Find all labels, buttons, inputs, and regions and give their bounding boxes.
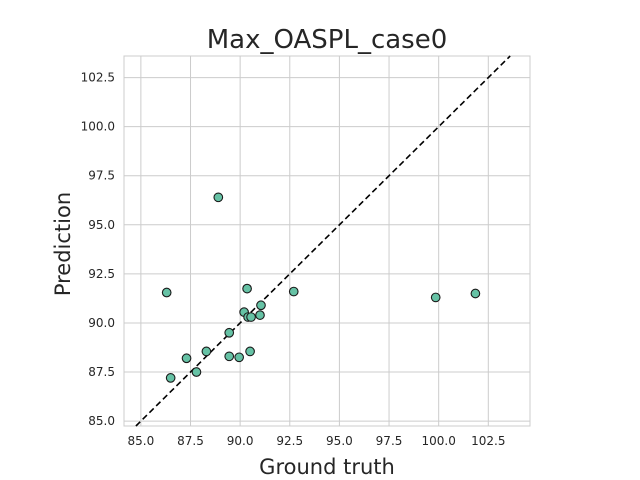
- identity-reference-line: [135, 55, 511, 427]
- data-point: [224, 351, 235, 362]
- y-tick-label: 102.5: [81, 71, 115, 85]
- data-point: [245, 346, 255, 357]
- data-point: [181, 353, 192, 364]
- y-tick-label: 92.5: [88, 267, 115, 281]
- x-tick-labels: 85.0 87.5 90.0 92.5 95.0 97.5 100.0 102.5: [128, 434, 506, 448]
- data-point: [165, 373, 176, 383]
- y-tick-label: 87.5: [88, 365, 115, 379]
- x-tick-label: 100.0: [421, 434, 455, 448]
- x-tick-label: 102.5: [471, 434, 505, 448]
- y-tick-label: 90.0: [88, 316, 115, 330]
- x-tick-label: 85.0: [128, 434, 155, 448]
- data-point: [224, 327, 235, 338]
- plot-area: [123, 55, 531, 427]
- grid-lines: [124, 56, 530, 426]
- x-tick-label: 95.0: [326, 434, 353, 448]
- data-point: [288, 286, 299, 297]
- data-point: [470, 288, 481, 299]
- y-tick-label: 97.5: [88, 169, 115, 183]
- x-tick-label: 87.5: [177, 434, 204, 448]
- y-tick-label: 95.0: [88, 218, 115, 232]
- x-tick-label: 97.5: [376, 434, 403, 448]
- x-tick-label: 90.0: [227, 434, 254, 448]
- data-points: [161, 192, 481, 383]
- y-tick-label: 85.0: [88, 414, 115, 428]
- data-point: [201, 346, 212, 357]
- x-tick-label: 92.5: [276, 434, 303, 448]
- y-tick-label: 100.0: [81, 120, 115, 134]
- y-axis-label: Prediction: [51, 192, 75, 296]
- data-point: [242, 283, 252, 294]
- data-point: [246, 312, 256, 322]
- data-point: [161, 287, 172, 298]
- y-tick-labels: 85.0 87.5 90.0 92.5 95.0 97.5 100.0 102.5: [81, 71, 115, 429]
- x-axis-label: Ground truth: [259, 455, 395, 479]
- data-point: [191, 367, 202, 377]
- data-point: [256, 300, 266, 311]
- chart-title: Max_OASPL_case0: [207, 25, 448, 55]
- data-point: [430, 292, 441, 303]
- data-point: [234, 352, 244, 363]
- data-point: [213, 192, 224, 203]
- data-point: [255, 310, 265, 320]
